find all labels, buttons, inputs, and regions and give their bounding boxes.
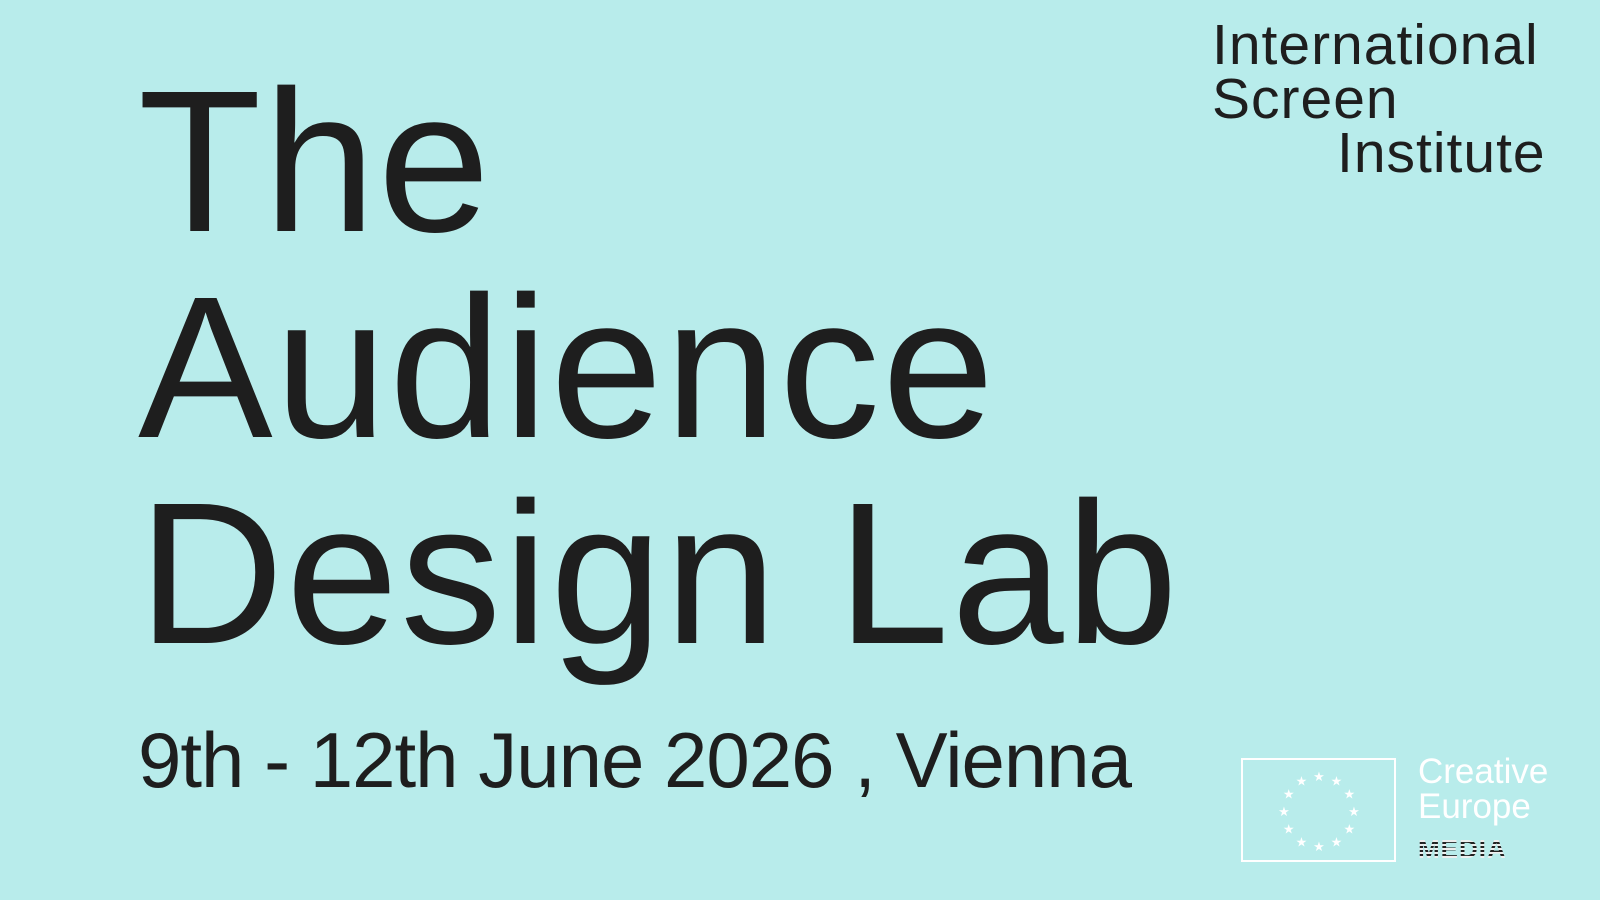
eu-flag-stars-icon: ★ ★ ★ ★ ★ ★ ★ ★ ★ ★ ★ ★ (1241, 758, 1396, 862)
star-icon: ★ (1313, 769, 1325, 784)
logo-line-2: Screen (1212, 67, 1399, 131)
star-icon: ★ (1348, 804, 1360, 819)
media-logo-text: MEDIA (1418, 834, 1507, 864)
star-icon: ★ (1278, 804, 1290, 819)
title-line-1: The (138, 48, 493, 274)
eu-stars: ★ ★★★★★★★★★★★ (1278, 769, 1360, 854)
europe-text: Europe (1418, 787, 1531, 826)
star-icon: ★ (1343, 787, 1355, 802)
star-icon: ★ (1296, 774, 1308, 789)
star-icon: ★ (1331, 834, 1343, 849)
logo-line-1: International (1212, 13, 1539, 77)
star-icon: ★ (1343, 822, 1355, 837)
star-icon: ★ (1283, 822, 1295, 837)
creative-europe-logo-text: Creative Europe (1418, 754, 1548, 824)
event-date-location: 9th - 12th June 2026 , Vienna (138, 716, 1132, 804)
title-line-2: Audience (138, 254, 997, 480)
title-line-3: Design Lab (138, 460, 1180, 686)
creative-text: Creative (1418, 752, 1549, 791)
international-screen-institute-logo: International Screen Institute (1212, 13, 1546, 185)
star-icon: ★ (1331, 774, 1343, 789)
star-icon: ★ (1296, 834, 1308, 849)
event-title: The Audience Design Lab (138, 58, 1180, 676)
star-icon: ★ (1313, 839, 1325, 854)
star-icon: ★ (1283, 787, 1295, 802)
logo-line-3: Institute (1337, 121, 1546, 185)
